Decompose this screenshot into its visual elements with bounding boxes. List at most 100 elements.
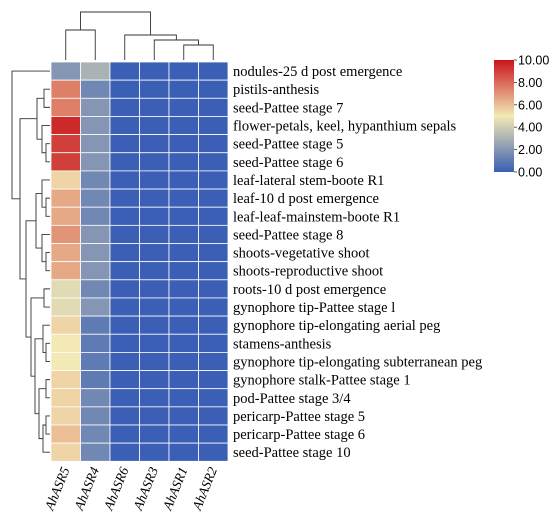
- row-label: seed-Pattee stage 7: [233, 100, 343, 116]
- dendrogram-branch: [65, 29, 96, 60]
- heatmap-cell: [168, 224, 199, 244]
- heatmap-cell: [50, 351, 81, 371]
- heatmap-cell: [50, 333, 81, 353]
- legend-tick-label: 0.00: [518, 166, 542, 180]
- dendrogram-branch: [19, 118, 37, 280]
- heatmap-cell: [50, 170, 81, 190]
- heatmap-cell: [198, 61, 229, 81]
- heatmap-cell: [139, 152, 170, 172]
- dendrogram-branch: [45, 415, 50, 435]
- heatmap-cell: [50, 61, 81, 81]
- heatmap-cell: [198, 206, 229, 226]
- heatmap-cell: [139, 61, 170, 81]
- column-label: AhASR5: [41, 465, 72, 513]
- row-labels: nodules-25 d post emergence pistils-anthe…: [233, 64, 482, 461]
- dendrogram-branch: [42, 424, 50, 453]
- heatmap-cell: [80, 152, 111, 172]
- heatmap-cell: [109, 333, 140, 353]
- row-label: gynophore tip-elongating aerial peg: [233, 318, 440, 334]
- row-label: shoots-vegetative shoot: [233, 246, 370, 262]
- heatmap-cell: [80, 442, 111, 462]
- heatmap-cell: [168, 79, 199, 99]
- color-legend: 10.00 8.00 6.00 4.00 2.00 0.00: [494, 54, 549, 180]
- row-label: pistils-anthesis: [233, 82, 320, 98]
- heatmap-cell: [50, 315, 81, 335]
- heatmap-cell: [168, 206, 199, 226]
- heatmap-cell: [168, 333, 199, 353]
- heatmap-cell: [139, 351, 170, 371]
- heatmap-cell: [109, 116, 140, 135]
- heatmap-cell: [109, 224, 140, 244]
- heatmap-cell: [168, 61, 199, 81]
- heatmap-cell: [80, 206, 111, 226]
- heatmap-cell: [109, 370, 140, 390]
- heatmap-cell: [168, 134, 199, 154]
- heatmap-cell: [168, 152, 199, 172]
- heatmap-cell: [198, 424, 229, 444]
- heatmap-cell: [139, 406, 170, 426]
- heatmap-cell: [50, 79, 81, 99]
- heatmap-cell: [50, 188, 81, 208]
- heatmap-cell: [139, 79, 170, 99]
- heatmap-cell: [50, 370, 81, 390]
- heatmap-cell: [109, 97, 140, 117]
- dendrogram-branch: [183, 44, 214, 60]
- heatmap-cell: [139, 388, 170, 408]
- heatmap-cell: [50, 442, 81, 462]
- heatmap-cell: [80, 351, 111, 371]
- heatmap-cell: [109, 61, 140, 81]
- row-label: gynophore tip-Pattee stage l: [233, 300, 395, 316]
- heatmap-cell: [80, 388, 111, 408]
- heatmap-cell: [139, 116, 170, 135]
- heatmap-cell: [139, 134, 170, 154]
- dendrogram-branch: [36, 97, 44, 140]
- row-label: leaf-10 d post emergence: [233, 191, 379, 207]
- row-label: stamens-anthesis: [233, 336, 332, 352]
- heatmap-cell: [139, 370, 170, 390]
- column-label: AhASR6: [100, 465, 131, 513]
- column-label: AhASR1: [159, 465, 190, 513]
- heatmap-cell: [109, 134, 140, 154]
- heatmap-cell: [80, 79, 111, 99]
- heatmap-cell: [168, 351, 199, 371]
- row-label: leaf-leaf-mainstem-boote R1: [233, 209, 400, 225]
- heatmap-cell: [109, 261, 140, 281]
- heatmap-cell: [50, 152, 81, 172]
- heatmap-cell: [139, 206, 170, 226]
- heatmap-cell: [50, 134, 81, 154]
- heatmap-cell: [139, 424, 170, 444]
- heatmap-cell: [198, 442, 229, 462]
- heatmap-cell: [139, 97, 170, 117]
- heatmap-cell: [139, 224, 170, 244]
- dendrogram-branch: [38, 388, 46, 440]
- heatmap-cell: [80, 97, 111, 117]
- dendrogram-branch: [80, 11, 152, 35]
- heatmap-cell: [50, 297, 81, 317]
- heatmap-cell: [168, 424, 199, 444]
- heatmap-cell: [50, 424, 81, 444]
- row-label: seed-Pattee stage 5: [233, 137, 343, 153]
- heatmap-cell: [80, 61, 111, 81]
- heatmap-cell: [50, 261, 81, 281]
- heatmap-cell: [139, 315, 170, 335]
- heatmap-cell: [109, 406, 140, 426]
- heatmap-cell: [139, 442, 170, 462]
- heatmap-cell: [109, 315, 140, 335]
- dendrogram-branch: [42, 324, 50, 353]
- dendrogram-branch: [30, 297, 44, 377]
- heatmap-cell: [80, 261, 111, 281]
- heatmap-cell: [198, 116, 229, 135]
- row-label: nodules-25 d post emergence: [233, 64, 402, 80]
- heatmap-cell: [50, 224, 81, 244]
- dendrogram-branch: [43, 288, 50, 308]
- column-label: AhASR4: [71, 465, 102, 513]
- dendrogram-branch: [11, 70, 50, 200]
- heatmap-cell: [198, 152, 229, 172]
- heatmap-cell: [80, 279, 111, 299]
- dendrogram-branch: [45, 342, 50, 362]
- heatmap-cell: [50, 388, 81, 408]
- heatmap-cell: [109, 206, 140, 226]
- row-label: pod-Pattee stage 3/4: [233, 391, 351, 407]
- heatmap-cell: [139, 188, 170, 208]
- row-label: seed-Pattee stage 6: [233, 155, 343, 171]
